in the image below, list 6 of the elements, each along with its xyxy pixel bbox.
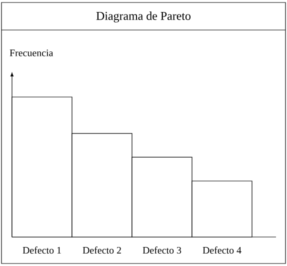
x-tick-label: Defecto 2 [82,246,121,254]
x-tick-label: Defecto 3 [142,246,182,254]
chart-title: Diagrama de Pareto [96,12,191,22]
y-axis-title: Frecuencia [10,50,54,56]
x-tick-label: Defecto 1 [22,246,61,254]
x-tick-label: Defecto 4 [202,246,242,254]
